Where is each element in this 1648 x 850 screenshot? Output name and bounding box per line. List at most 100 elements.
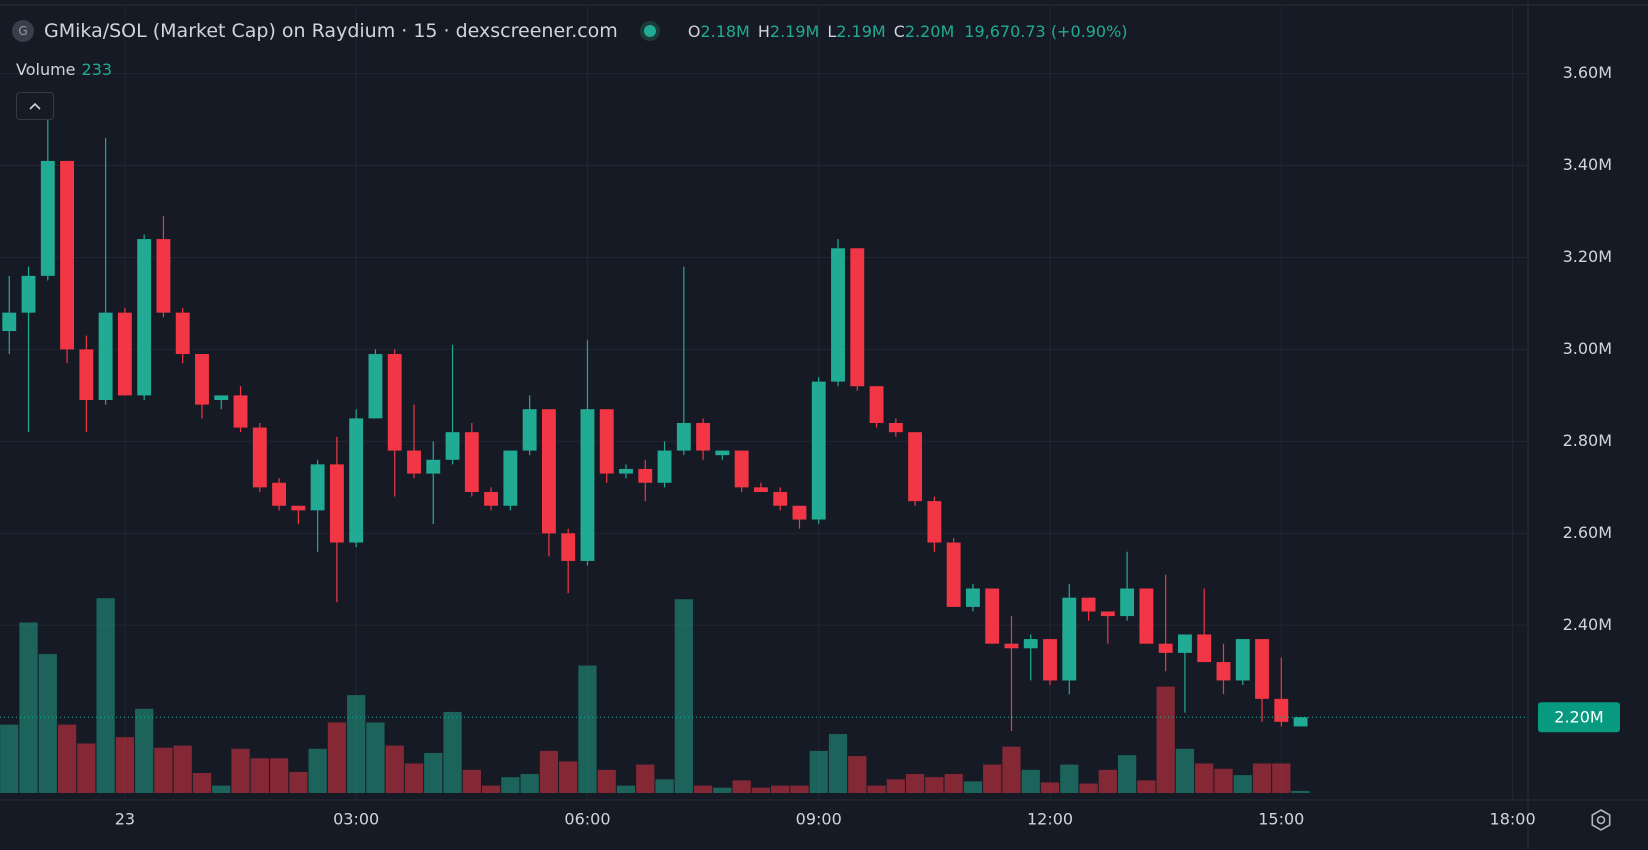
volume-bar xyxy=(347,695,366,793)
candle-body xyxy=(310,464,325,511)
ohlc-value: 2.20M xyxy=(904,22,955,41)
volume-bar xyxy=(366,722,385,793)
volume-bar xyxy=(848,756,867,793)
volume-bar xyxy=(655,779,674,793)
volume-bar xyxy=(212,785,231,793)
x-tick-label: 12:00 xyxy=(1027,810,1073,829)
candle-body xyxy=(60,160,75,350)
candle-body xyxy=(811,381,826,520)
y-tick-label: 3.40M xyxy=(1563,155,1612,174)
candle-body xyxy=(696,422,711,451)
candle-body xyxy=(831,248,845,382)
candle-body xyxy=(175,312,190,355)
volume-bar xyxy=(1060,764,1079,793)
volume-bar xyxy=(481,785,501,793)
volume-bar xyxy=(771,785,790,793)
ohlc-value: 2.18M xyxy=(700,22,750,41)
candle-body xyxy=(1043,639,1057,681)
volume-bar xyxy=(925,777,944,793)
candle-body xyxy=(387,354,402,451)
candle-body xyxy=(252,427,267,488)
settings-icon[interactable] xyxy=(1591,809,1611,831)
chart-title: GMika/SOL (Market Cap) on Raydium · 15 ·… xyxy=(44,20,618,42)
candle-body xyxy=(156,239,171,313)
volume-bar xyxy=(19,622,38,793)
candle-body xyxy=(638,468,653,483)
volume-bar xyxy=(1291,790,1310,793)
volume-bar xyxy=(1117,755,1137,793)
volume-bar xyxy=(944,774,963,793)
candle-body xyxy=(1255,639,1269,699)
volume-bar xyxy=(135,708,154,793)
volume-bar xyxy=(462,769,481,793)
candle-body xyxy=(484,491,499,506)
volume-bar xyxy=(269,758,289,793)
settings-center xyxy=(1596,815,1606,825)
candle-body xyxy=(1274,698,1289,722)
volume-bars xyxy=(0,598,1310,793)
candle-body xyxy=(98,312,113,400)
volume-bar xyxy=(1233,775,1252,793)
candle-body xyxy=(753,487,768,492)
ohlc-value: 2.19M xyxy=(769,22,820,41)
volume-bar xyxy=(327,722,347,793)
volume-bar xyxy=(173,745,192,793)
candle-body xyxy=(619,468,633,474)
volume-bar xyxy=(790,785,809,793)
candle-body xyxy=(426,459,441,474)
volume-bar xyxy=(404,763,424,793)
volume-bar xyxy=(674,599,693,793)
change: 19,670.73 (+0.90%) xyxy=(964,21,1128,41)
candle-body xyxy=(946,542,961,607)
volume-bar xyxy=(1079,783,1098,793)
y-tick-label: 2.80M xyxy=(1563,431,1612,450)
candle-body xyxy=(985,588,1000,644)
volume-bar xyxy=(828,734,848,793)
candle-body xyxy=(1062,597,1077,681)
candle-body xyxy=(561,533,576,561)
volume-bar xyxy=(963,781,983,793)
x-tick-label: 18:00 xyxy=(1490,810,1536,829)
candle-body xyxy=(888,422,903,433)
volume-bar xyxy=(809,750,828,793)
candle-body xyxy=(1177,634,1192,653)
candle-body xyxy=(40,160,55,276)
y-tick-label: 2.60M xyxy=(1563,523,1612,542)
candle-body xyxy=(1023,639,1038,649)
candle-body xyxy=(1120,588,1135,617)
candle-body xyxy=(850,248,865,387)
volume-bar xyxy=(559,761,578,793)
volume-bar xyxy=(983,764,1002,793)
volume-value: 233 xyxy=(81,60,113,79)
grid xyxy=(0,6,1528,800)
y-tick-label: 2.40M xyxy=(1563,615,1612,634)
candle-body xyxy=(908,432,923,502)
y-tick-label: 3.20M xyxy=(1563,247,1612,266)
candle-body xyxy=(869,386,884,423)
volume-bar xyxy=(520,774,539,793)
candle-body xyxy=(233,395,248,428)
candle-body xyxy=(676,422,691,451)
volume-bar xyxy=(289,771,308,793)
volume-bar xyxy=(424,752,443,793)
volume-bar xyxy=(154,747,173,793)
volume-bar xyxy=(250,758,269,793)
ohlc-value: 2.19M xyxy=(836,22,886,41)
candle-body xyxy=(349,418,364,543)
candle-body xyxy=(195,354,209,405)
volume-bar xyxy=(732,780,751,793)
x-tick-label: 23 xyxy=(115,810,135,829)
volume-bar xyxy=(385,745,404,793)
volume-bar xyxy=(1098,769,1117,793)
candle-body xyxy=(734,450,749,488)
candle-body xyxy=(407,450,421,474)
volume-bar xyxy=(1040,782,1060,793)
legend-header: G GMika/SOL (Market Cap) on Raydium · 15… xyxy=(12,20,1128,42)
candle-body xyxy=(1004,643,1019,649)
volume-bar xyxy=(501,777,520,793)
volume-bar xyxy=(96,598,115,793)
collapse-button[interactable] xyxy=(16,92,54,120)
volume-bar xyxy=(597,769,616,793)
candle-body xyxy=(580,409,595,561)
